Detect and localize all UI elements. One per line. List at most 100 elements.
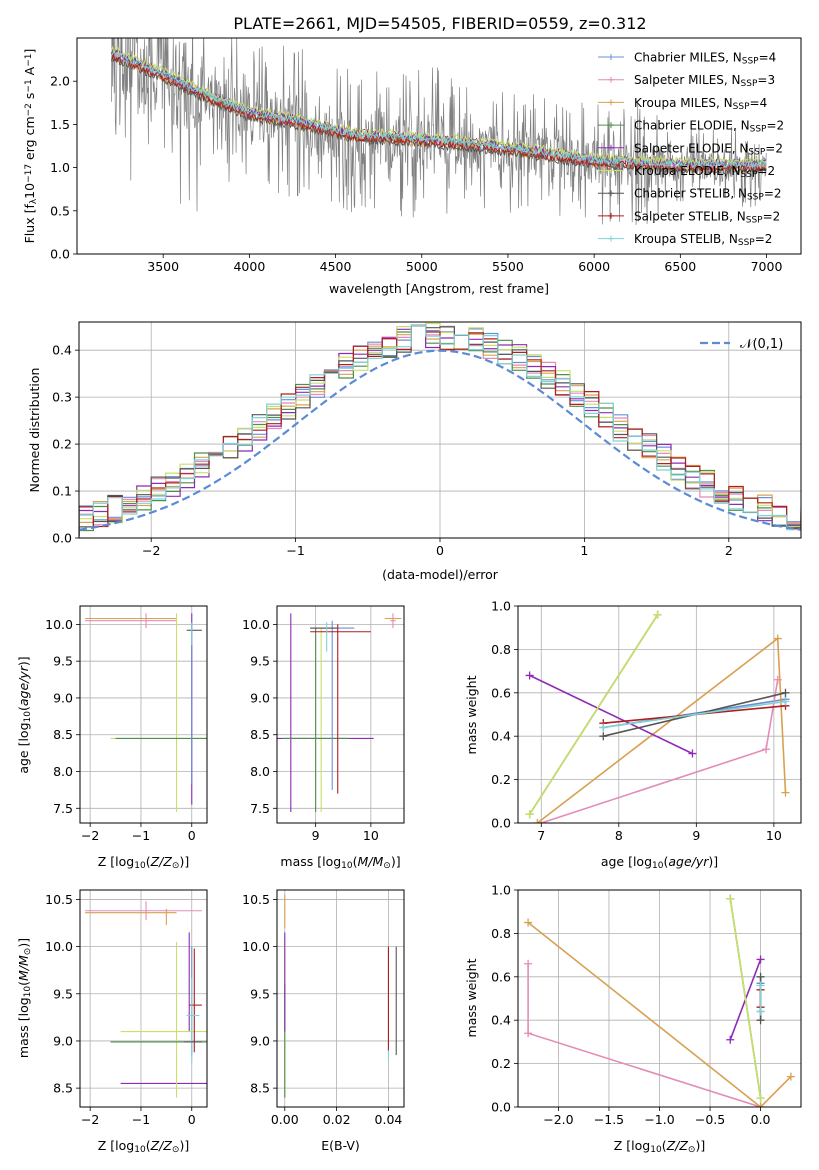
x-tick-label: 2 [725, 543, 733, 558]
axes-frame [276, 889, 405, 1108]
x-tick-label: 0.0 [751, 1112, 771, 1127]
mass-weight-point [524, 959, 533, 968]
y-tick-label: 1.5 [50, 117, 70, 132]
x-tick-label: 0 [436, 543, 444, 558]
legend-label: Kroupa STELIB, NSSP=2 [634, 232, 772, 248]
axes-frame [79, 605, 208, 824]
model-spectrum-line [111, 50, 767, 169]
x-axis-label: age [log10(age/yr)] [601, 854, 718, 871]
mass-vs-ebv-panel: 0.00 0.02 0.04 8.5 9.0 9.5 10.0 10.5 E(B-V) [242, 889, 405, 1153]
y-axis-label: mass weight [464, 958, 479, 1037]
y-tick-label: 0.2 [52, 437, 72, 452]
mass-weight-point [726, 894, 735, 903]
x-tick-label: −1.5 [594, 1112, 624, 1127]
y-tick-label: 1.0 [50, 160, 70, 175]
legend-marker [608, 144, 614, 151]
mass-weight-point [773, 634, 782, 643]
legend-marker [608, 212, 614, 219]
y-tick-label: 0.0 [52, 531, 72, 546]
mass-weight-point [756, 972, 765, 981]
x-tick-label: −2 [81, 828, 99, 843]
mass-weight-point [786, 1072, 795, 1081]
y-tick-label: 0.4 [491, 729, 511, 744]
axes-frame [78, 321, 802, 539]
y-tick-label: 9.0 [250, 690, 270, 705]
y-tick-label: 0.0 [50, 247, 70, 262]
y-tick-label: 0.2 [491, 772, 511, 787]
y-tick-label: 9.5 [250, 986, 270, 1001]
plot-area [79, 322, 801, 537]
y-tick-label: 10.5 [45, 892, 73, 907]
y-tick-label: 0.3 [52, 390, 72, 405]
mass-weight-line [541, 679, 779, 823]
mass-weight-point [599, 723, 608, 732]
mass-weight-point [781, 697, 790, 706]
x-tick-label: 5500 [492, 259, 524, 274]
normal-distribution-line [79, 349, 801, 531]
y-tick-label: 8.5 [250, 1081, 270, 1096]
mass-weight-point [524, 1029, 533, 1038]
y-tick-label: 10.5 [242, 892, 270, 907]
x-tick-label: 0.00 [271, 1112, 299, 1127]
x-tick-label: −0.5 [695, 1112, 725, 1127]
x-tick-label: 0.02 [323, 1112, 351, 1127]
x-tick-label: −2 [81, 1112, 99, 1127]
y-tick-label: 0.6 [491, 685, 511, 700]
mass-weight-point [525, 810, 534, 819]
y-tick-label: 0.8 [491, 926, 511, 941]
axes-frame [517, 605, 802, 824]
y-tick-label: 8.0 [250, 764, 270, 779]
legend-marker [608, 99, 614, 106]
mass-weight-point [726, 1035, 735, 1044]
x-axis-label: Z [log10(Z/Z⊙)] [98, 854, 189, 871]
mass-weight-line [529, 674, 693, 755]
x-axis-label: Z [log10(Z/Z⊙)] [614, 1138, 705, 1155]
y-axis-label: age [log10(age/yr)] [16, 656, 33, 773]
mass-weight-line [729, 898, 762, 1099]
model-spectrum-line [111, 55, 767, 175]
x-axis-label: mass [log10(M/M⊙)] [280, 854, 400, 871]
x-tick-label: 10 [363, 828, 379, 843]
legend-label: 𝒩(0,1) [740, 337, 783, 352]
y-tick-label: 10.0 [45, 939, 73, 954]
y-tick-label: 0.4 [52, 343, 72, 358]
y-tick-label: 1.0 [491, 599, 511, 614]
x-tick-label: 0 [188, 828, 196, 843]
x-tick-label: −2 [142, 543, 160, 558]
y-tick-label: 10.0 [242, 939, 270, 954]
x-tick-label: 3500 [147, 259, 179, 274]
residuals-panel: −2 −1 0 1 2 0.0 0.1 0.2 0.3 0.4 (data-model)/error… [27, 321, 802, 582]
y-tick-label: 9.5 [53, 654, 73, 669]
y-tick-label: 10.0 [45, 617, 73, 632]
mass-weight-point [653, 610, 662, 619]
y-tick-label: 9.0 [53, 690, 73, 705]
y-tick-label: 8.5 [250, 727, 270, 742]
y-tick-label: 2.0 [50, 74, 70, 89]
age-vs-mass-panel: 9 10 7.5 8.0 8.5 9.0 9.5 10.0 mass [log10(M/M⊙)] [242, 605, 405, 871]
y-axis-label: mass [log10(M/M⊙)] [16, 938, 33, 1058]
mass-weight-line [527, 963, 761, 1107]
mass-weight-point [756, 1016, 765, 1025]
mass-weight-point [781, 788, 790, 797]
x-tick-label: 6000 [578, 259, 610, 274]
legend-label: Kroupa MILES, NSSP=4 [634, 96, 767, 112]
legend-marker [608, 190, 614, 197]
x-axis-label: Z [log10(Z/Z⊙)] [98, 1138, 189, 1155]
figure-title: PLATE=2661, MJD=54505, FIBERID=0559, z=0… [233, 14, 646, 33]
x-tick-label: 5000 [406, 259, 438, 274]
y-tick-label: 0.5 [50, 203, 70, 218]
mass-weight-point [688, 749, 697, 758]
weight-vs-metallicity-panel: −2.0 −1.5 −1.0 −0.5 0.0 0.0 0.2 0.4 0.6 0.8 1.0 Z [… [464, 883, 802, 1155]
plot-area [85, 901, 207, 1098]
y-tick-label: 8.0 [53, 764, 73, 779]
plot-area [277, 613, 402, 812]
x-tick-label: 7 [537, 828, 545, 843]
y-tick-label: 0.1 [52, 484, 72, 499]
y-tick-label: 8.5 [53, 727, 73, 742]
x-tick-label: 10 [766, 828, 782, 843]
y-tick-label: 0.0 [491, 1100, 511, 1115]
x-tick-label: 4000 [233, 259, 265, 274]
x-tick-label: 4500 [320, 259, 352, 274]
spectrum-panel: 3500 4000 4500 5000 5500 6000 6500 7000 0.0 0.5 1.… [22, 37, 802, 296]
axes-frame [79, 889, 208, 1108]
